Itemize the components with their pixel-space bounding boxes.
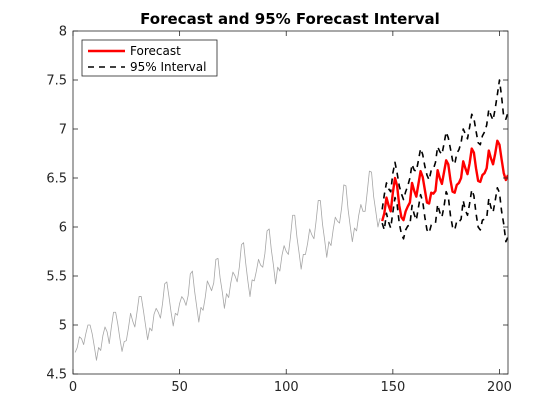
interval-lower-line — [381, 187, 508, 243]
legend: Forecast 95% Interval — [81, 39, 218, 77]
y-tick-label: 5 — [59, 319, 67, 334]
y-tick-label: 4.5 — [46, 368, 67, 383]
x-tick-label: 150 — [380, 380, 405, 395]
observed-series-line — [74, 170, 381, 361]
interval-upper-line — [381, 79, 508, 210]
y-tick-label: 7 — [59, 123, 67, 138]
legend-label-interval: 95% Interval — [130, 60, 206, 74]
x-tick-label: 200 — [487, 380, 512, 395]
x-tick-label: 0 — [69, 380, 77, 395]
legend-box — [81, 39, 218, 77]
y-tick-label: 5.5 — [46, 270, 67, 285]
y-tick-label: 7.5 — [46, 74, 67, 89]
axes: 0 50 100 150 200 4.5 5 5.5 6 6.5 7 7.5 8 — [46, 25, 512, 396]
legend-label-forecast: Forecast — [130, 44, 181, 58]
y-tick-label: 6.5 — [46, 172, 67, 187]
axes-box — [72, 30, 509, 375]
chart-title: Forecast and 95% Forecast Interval — [140, 10, 440, 28]
plot-area — [74, 79, 508, 361]
x-tick-label: 100 — [274, 380, 299, 395]
y-tick-label: 6 — [59, 221, 67, 236]
y-tick-label: 8 — [59, 25, 67, 40]
x-tick-label: 50 — [171, 380, 188, 395]
forecast-series-line — [381, 139, 508, 222]
